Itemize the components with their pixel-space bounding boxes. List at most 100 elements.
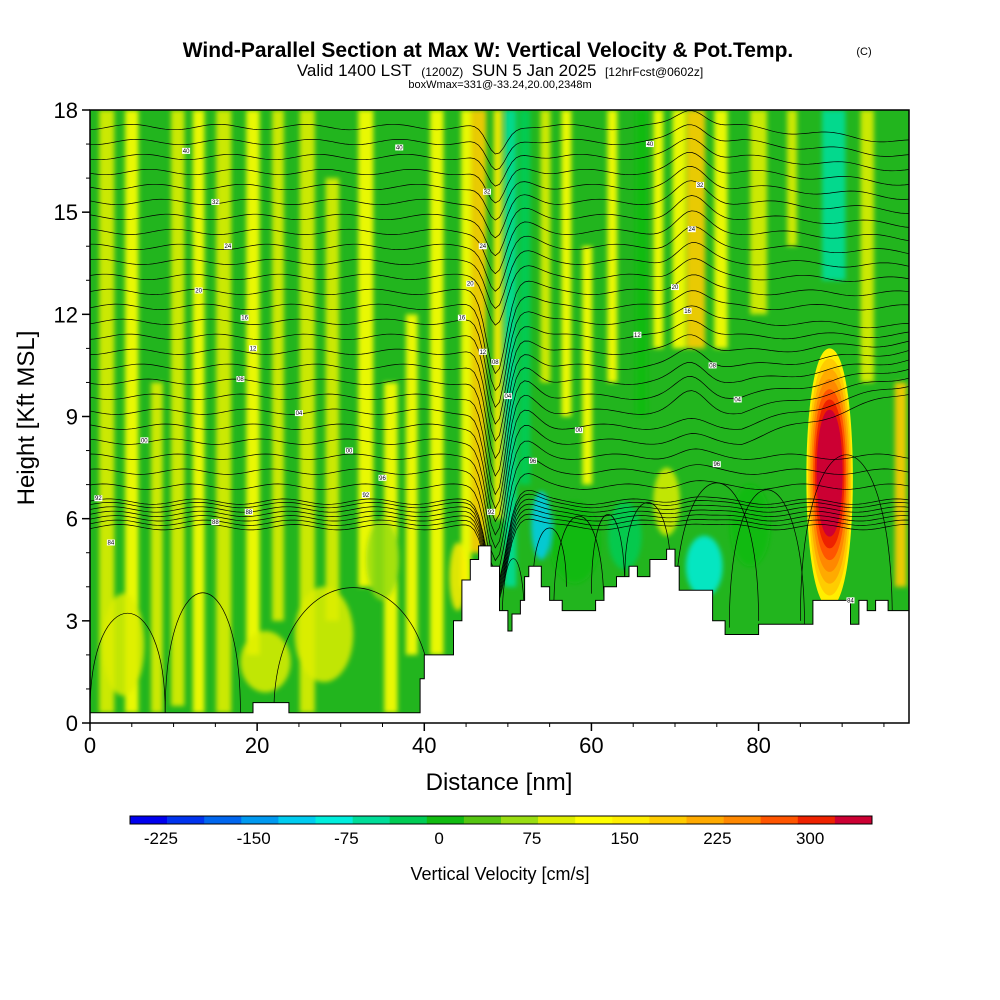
theta-label-text: 40 <box>396 145 403 151</box>
x-tick-label: 20 <box>245 733 269 758</box>
theta-label-bg <box>345 447 354 454</box>
theta-label-text: 12 <box>634 333 641 339</box>
theta-isoline <box>90 377 909 510</box>
theta-isoline <box>90 274 909 375</box>
theta-label-bg <box>211 198 220 205</box>
theta-label-bg <box>378 474 387 481</box>
copyright-mark: (C) <box>856 46 871 58</box>
plot-area: 40 40 40 32 32 32 24 24 24 20 20 20 16 16 16 12 12 12 08 08… <box>90 110 909 723</box>
theta-isoline <box>90 348 909 459</box>
theta-label-text: 92 <box>362 493 369 499</box>
theta-isoline <box>90 440 909 549</box>
theta-label-bg <box>395 144 404 151</box>
w-blob <box>294 586 354 683</box>
w-core-ring <box>825 450 835 490</box>
theta-label: 24 <box>687 226 696 233</box>
theta-label-text: 12 <box>250 346 257 352</box>
y-tick-label: 12 <box>54 302 78 327</box>
theta-label-bg <box>194 287 203 294</box>
x-axis: 0 20 40 60 80 <box>84 723 885 758</box>
w-streak <box>635 110 648 417</box>
colorbar-segment <box>575 816 613 824</box>
theta-label-bg <box>106 539 115 546</box>
w-streak <box>125 110 139 713</box>
w-streak <box>540 110 551 383</box>
theta-label-bg <box>482 188 491 195</box>
colorbar-segment <box>130 816 168 824</box>
w-streak <box>822 110 846 281</box>
valid-date: SUN 5 Jan 2025 <box>472 61 597 80</box>
w-streak <box>99 110 115 713</box>
w-streak <box>504 110 517 587</box>
theta-label-bg <box>645 141 654 148</box>
theta-label-text: 12 <box>479 350 486 356</box>
theta-arc <box>800 454 893 621</box>
theta-label-bg <box>491 359 500 366</box>
theta-label-text: 00 <box>346 449 353 455</box>
theta-label: 24 <box>223 243 232 250</box>
x-tick-label: 40 <box>412 733 436 758</box>
theta-label-bg <box>236 376 245 383</box>
colorbar-label: Vertical Velocity [cm/s] <box>410 864 589 884</box>
theta-label: 96 <box>528 457 537 465</box>
w-streak <box>325 178 340 621</box>
velocity-core <box>806 348 853 608</box>
theta-label: 08 <box>708 362 717 369</box>
theta-label-bg <box>466 280 475 287</box>
y-tick-label: 0 <box>66 711 78 736</box>
theta-label: 16 <box>457 314 466 322</box>
theta-label: 16 <box>683 307 692 315</box>
theta-label: 92 <box>487 508 496 516</box>
y-axis-label: Height [Kft MSL] <box>13 331 40 506</box>
theta-label-bg <box>240 314 249 321</box>
colorbar-tick-label: -75 <box>334 829 359 848</box>
theta-label-bg <box>846 597 855 604</box>
x-tick-label: 80 <box>746 733 770 758</box>
colorbar-frame <box>129 815 873 825</box>
w-blob <box>102 593 145 696</box>
y-tick-label: 9 <box>66 405 78 430</box>
theta-label-bg <box>733 396 742 403</box>
theta-arc <box>501 558 525 628</box>
theta-label-bg <box>140 437 149 444</box>
w-streak <box>607 110 618 383</box>
valid-time: Valid 1400 LST <box>297 61 412 80</box>
theta-label: 24 <box>478 243 487 250</box>
w-blob <box>685 535 723 597</box>
colorbar-segment <box>797 816 836 824</box>
theta-arc <box>624 502 672 577</box>
theta-arc <box>674 482 759 621</box>
colorbar-segment <box>315 816 353 824</box>
theta-label-bg <box>94 495 103 502</box>
theta-label: 32 <box>482 188 491 196</box>
colorbar-segment <box>723 816 761 824</box>
w-streak <box>171 110 185 706</box>
theta-isoline <box>90 242 909 309</box>
theta-label: 12 <box>633 331 642 339</box>
w-blob <box>531 491 552 560</box>
theta-isoline <box>90 305 909 408</box>
theta-label-text: 40 <box>647 142 654 148</box>
w-streak <box>358 110 374 587</box>
theta-label-bg <box>223 243 232 250</box>
colorbar-segment <box>538 816 576 824</box>
theta-label: 96 <box>378 474 387 482</box>
theta-label: 84 <box>106 539 115 547</box>
theta-label-text: 04 <box>505 394 512 400</box>
w-streak <box>471 110 487 553</box>
theta-label: 88 <box>211 519 220 526</box>
theta-label-bg <box>574 427 583 434</box>
theta-isoline <box>90 124 909 171</box>
colorbar-segment <box>389 816 428 824</box>
box-wmax-info: boxWmax=331@-33.24,20.00,2348m <box>408 79 591 91</box>
w-streak <box>860 110 874 383</box>
w-streak <box>405 314 418 655</box>
w-streak <box>151 382 163 713</box>
theta-label-text: 88 <box>245 510 252 516</box>
theta-arc <box>273 587 433 713</box>
theta-isoline <box>90 152 909 204</box>
theta-label-text: 32 <box>697 183 704 189</box>
theta-label-text: 96 <box>379 476 386 482</box>
x-axis-label: Distance [nm] <box>426 769 573 796</box>
